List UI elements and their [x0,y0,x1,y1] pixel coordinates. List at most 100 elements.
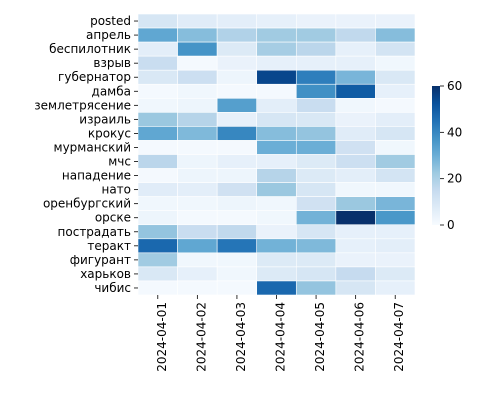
heatmap-cell [137,98,178,113]
heatmap-cell [216,98,258,113]
row-label: беспилотник [49,42,131,56]
column-label: 2024-04-02 [194,302,208,372]
row-label: израиль [79,112,131,126]
heatmap-cell [216,83,258,99]
heatmap-cell [375,154,416,169]
heatmap-cell [375,196,416,211]
heatmap-cell [137,168,178,183]
heatmap-cell [256,266,297,282]
heatmap-cell [375,112,416,127]
heatmap-cell [375,69,416,85]
heatmap-cell [177,252,218,268]
row-label: теракт [87,239,131,253]
heatmap-cell [375,224,416,240]
heatmap-cell [256,182,297,197]
heatmap-cell [256,140,297,155]
heatmap-cell [216,210,258,226]
column-label: 2024-04-01 [155,302,169,372]
heatmap-cell [177,126,218,141]
heatmap-cell [177,280,218,296]
heatmap-cell [295,182,337,197]
heatmap-cell [335,13,376,29]
heatmap-cell [375,168,416,183]
heatmap-cell [177,224,218,240]
column-labels: 2024-04-01 2024-04-02 2024-04-03 2024-04-04… [155,295,406,372]
heatmap-cell [375,27,416,43]
heatmap-cell [256,252,297,268]
heatmap-cell [335,252,376,268]
heatmap-cell [137,27,178,43]
heatmap-cell [335,55,376,71]
heatmap-cell [177,27,218,43]
heatmap-cell [335,83,376,99]
column-label: 2024-04-04 [274,302,288,372]
row-label: дамба [92,84,131,98]
heatmap-cell [295,154,337,169]
heatmap-cell [335,154,376,169]
heatmap-cell [295,55,337,71]
heatmap-cell [216,13,258,29]
heatmap-cell [375,252,416,268]
heatmap-cell [137,182,178,197]
heatmap-cell [137,140,178,155]
heatmap-cell [335,126,376,141]
heatmap-cell [137,252,178,268]
heatmap-cell [295,252,337,268]
heatmap-cell [375,280,416,296]
row-label: чибис [94,281,131,295]
heatmap-cell [137,55,178,71]
row-label: нападение [62,169,131,183]
heatmap-cell [375,210,416,226]
heatmap-cell [216,280,258,296]
heatmap-cell [256,41,297,57]
row-label: нато [101,183,131,197]
heatmap-cell [256,27,297,43]
heatmap-cell [295,13,337,29]
heatmap-cell [137,210,178,226]
row-label: posted [90,14,131,28]
heatmap-cell [137,13,178,29]
heatmap-cell [177,154,218,169]
heatmap-cell [216,168,258,183]
heatmap-cell [295,280,337,296]
heatmap-cell [295,224,337,240]
row-labels: postedапрельбеспилотниквзрывгубернаторда… [34,14,138,295]
colorbar: 0 20 40 60 [432,79,462,232]
colorbar-tick-label: 40 [447,125,462,139]
heatmap-cell [256,83,297,99]
heatmap-cell [256,13,297,29]
heatmap-cell [335,196,376,211]
heatmap-cell [256,154,297,169]
heatmap-cell [216,182,258,197]
heatmap-cell [295,210,337,226]
heatmap-cell [335,280,376,296]
row-label: мурманский [54,140,131,154]
heatmap-cell [256,238,297,254]
row-label: фигурант [70,253,131,267]
heatmap-cell [256,126,297,141]
heatmap-cell [137,112,178,127]
column-label: 2024-04-03 [234,302,248,372]
heatmap-cell [375,126,416,141]
heatmap-cell [375,83,416,99]
heatmap-cell [177,266,218,282]
heatmap-cell [177,196,218,211]
heatmap-cell [216,224,258,240]
heatmap-cell [295,266,337,282]
heatmap-cell [216,126,258,141]
heatmap-cells [137,13,416,296]
heatmap-cell [256,98,297,113]
heatmap-cell [177,112,218,127]
heatmap-cell [216,252,258,268]
colorbar-tick-label: 0 [447,218,455,232]
heatmap-cell [335,238,376,254]
heatmap-cell [137,224,178,240]
heatmap-cell [177,98,218,113]
heatmap-cell [216,27,258,43]
heatmap-cell [335,140,376,155]
heatmap-cell [295,168,337,183]
heatmap-cell [216,41,258,57]
heatmap-cell [177,210,218,226]
heatmap-cell [216,238,258,254]
heatmap-cell [137,41,178,57]
